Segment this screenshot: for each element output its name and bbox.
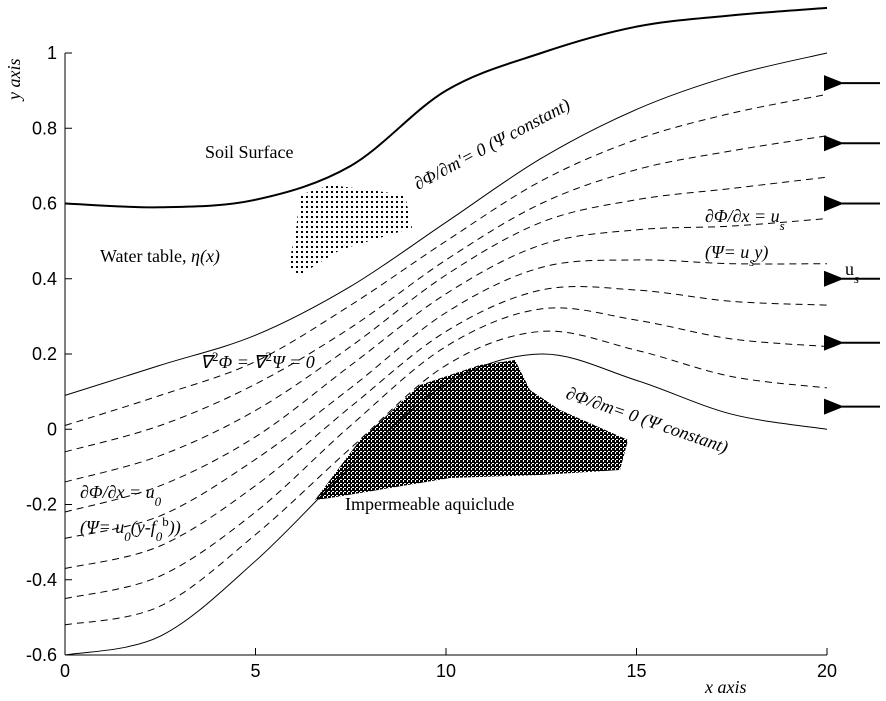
annotation: Impermeable aquiclude xyxy=(345,494,514,514)
y-tick-label: -0.6 xyxy=(26,645,57,665)
x-axis-label: x axis xyxy=(704,677,746,697)
annotation-part: b xyxy=(162,514,169,529)
annotation: us xyxy=(845,259,859,286)
annotation-part: u xyxy=(845,259,854,279)
y-tick-label: 0.4 xyxy=(32,269,57,289)
annotation-part: (Ψ= u xyxy=(705,242,749,263)
annotation: ∂Φ/∂m′= 0 (Ψ constant) xyxy=(410,94,573,194)
annotation: Soil Surface xyxy=(205,142,293,162)
annotation: (Ψ= u0(y-f0b)) xyxy=(80,514,181,544)
y-tick-label: -0.4 xyxy=(26,570,57,590)
annotation-part: ∂Φ/∂m′= 0 (Ψ constant) xyxy=(410,94,573,194)
curve xyxy=(64,93,828,426)
curve xyxy=(64,6,828,209)
annotation-part: 0 xyxy=(156,529,163,544)
y-tick-label: 0.2 xyxy=(32,344,57,364)
annotation: ∂Φ/∂x = u0 xyxy=(80,482,162,509)
curve xyxy=(64,259,828,539)
y-tick-label: 1 xyxy=(47,43,57,63)
annotation-part: (y-f xyxy=(131,517,159,538)
annotation-part: y) xyxy=(752,242,768,263)
annotation-part: 2 xyxy=(265,349,272,364)
y-tick-label: -0.2 xyxy=(26,495,57,515)
curve xyxy=(64,176,828,483)
x-tick-label: 20 xyxy=(817,661,837,681)
annotation: ∂Φ/∂x = us xyxy=(705,206,785,233)
annotation: Water table, η(x) xyxy=(100,246,220,267)
annotation-part: (Ψ= u xyxy=(80,517,124,538)
curve xyxy=(64,52,828,396)
y-axis-label: y axis xyxy=(4,59,24,102)
y-tick-label: 0.6 xyxy=(32,194,57,214)
annotation-part: 0 xyxy=(155,494,162,509)
annotation-part: )) xyxy=(168,517,181,538)
curve xyxy=(64,353,828,656)
annotation-part: η(x) xyxy=(191,246,220,267)
annotation-part: ∂Φ/∂x = u xyxy=(80,482,155,502)
annotation-part: ∇ xyxy=(200,352,216,372)
y-tick-label: 0.8 xyxy=(32,118,57,138)
x-tick-label: 15 xyxy=(626,661,646,681)
x-tick-label: 10 xyxy=(436,661,456,681)
x-tick-label: 5 xyxy=(250,661,260,681)
curve xyxy=(64,286,828,569)
annotation-part: Φ = ∇ xyxy=(219,352,270,372)
annotation-part: s xyxy=(749,254,754,269)
curve xyxy=(64,135,828,453)
annotation-part: Soil Surface xyxy=(205,142,293,162)
x-tick-label: 0 xyxy=(60,661,70,681)
y-tick-label: 0 xyxy=(47,419,57,439)
annotation-part: 0 xyxy=(124,529,131,544)
annotation: (Ψ= usy) xyxy=(705,242,768,269)
curve xyxy=(64,307,828,600)
curve xyxy=(64,330,828,626)
curve xyxy=(64,218,828,513)
annotation-part: 2 xyxy=(212,349,219,364)
annotation: ∇2Φ = ∇2Ψ = 0 xyxy=(200,349,315,373)
annotation-part: Water table, xyxy=(100,246,191,266)
aquiclude-region xyxy=(315,360,628,500)
annotation-part: Ψ = 0 xyxy=(272,352,315,372)
annotation-part: Impermeable aquiclude xyxy=(345,494,514,514)
annotation-part: s xyxy=(780,218,785,233)
annotation-part: ∂Φ/∂x = u xyxy=(705,206,780,226)
water-region xyxy=(288,185,412,275)
